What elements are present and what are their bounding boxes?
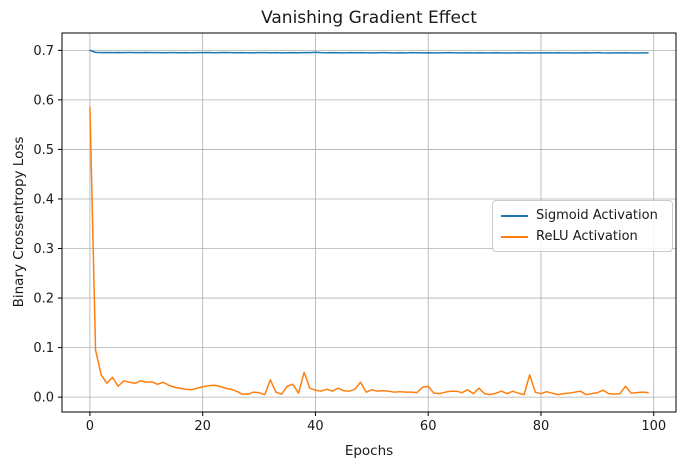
y-tick-label: 0.3 (33, 242, 54, 257)
y-tick-label: 0.6 (33, 93, 54, 108)
plot-box (61, 32, 677, 413)
y-tick-label: 0.1 (33, 341, 54, 356)
sigmoid-line-swatch (501, 214, 528, 217)
legend-label-sigmoid: Sigmoid Activation (536, 208, 658, 223)
x-tick-label: 20 (194, 419, 211, 434)
y-tick-label: 0.2 (33, 292, 54, 307)
series-line-relu (89, 106, 649, 396)
legend: Sigmoid Activation ReLU Activation (492, 200, 673, 252)
y-tick-label: 0.0 (33, 391, 54, 406)
relu-line-swatch (501, 235, 528, 238)
x-tick-label: 100 (641, 419, 666, 434)
y-tick-label: 0.5 (33, 143, 54, 158)
chart-title: Vanishing Gradient Effect (261, 8, 477, 28)
legend-item-relu: ReLU Activation (501, 226, 664, 247)
x-tick-label: 0 (86, 419, 94, 434)
legend-label-relu: ReLU Activation (536, 229, 638, 244)
x-tick-label: 40 (307, 419, 324, 434)
x-axis-label: Epochs (344, 443, 394, 459)
y-tick-label: 0.4 (33, 192, 54, 207)
x-tick-label: 80 (533, 419, 550, 434)
x-tick-label: 60 (420, 419, 437, 434)
series-line-sigmoid (89, 49, 649, 54)
legend-item-sigmoid: Sigmoid Activation (501, 205, 664, 226)
y-tick-label: 0.7 (33, 44, 54, 59)
